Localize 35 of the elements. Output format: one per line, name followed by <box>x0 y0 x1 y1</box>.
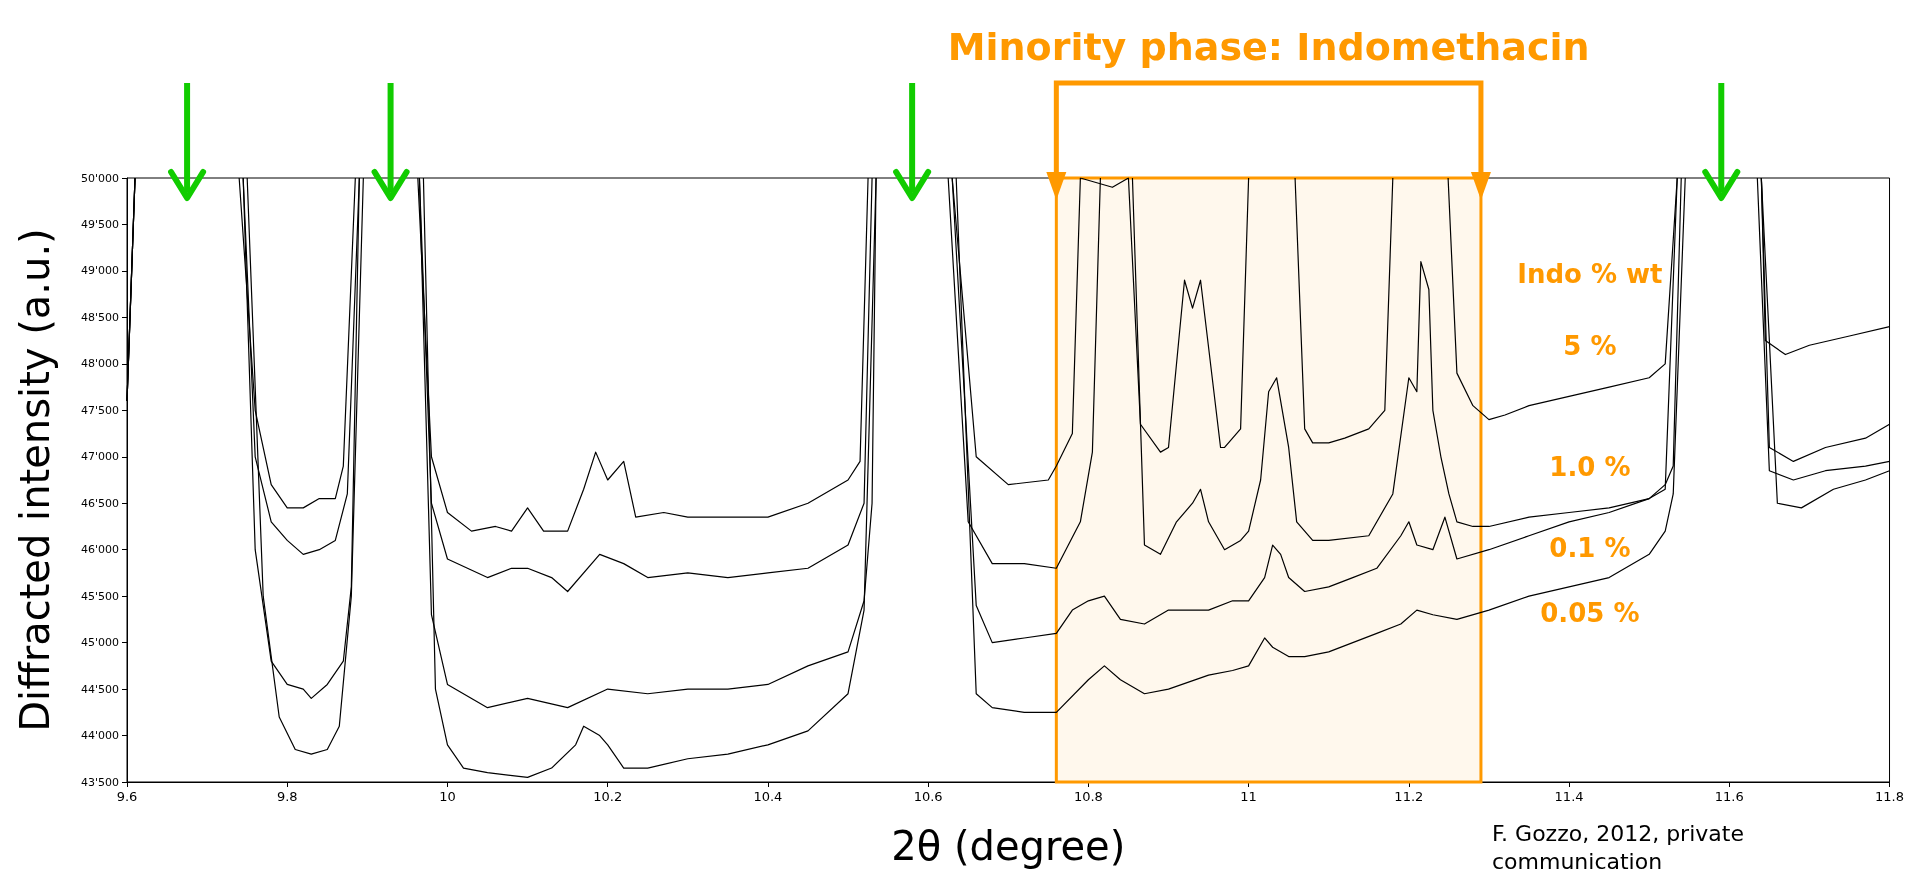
x-tick-label: 10.6 <box>913 789 943 804</box>
y-tick-label: 49'000 <box>80 264 119 278</box>
y-tick-label: 48'500 <box>80 310 119 324</box>
y-tick-label: 49'500 <box>80 217 119 231</box>
x-tick-label: 10 <box>439 789 456 804</box>
y-tick-label: 46'500 <box>80 496 119 510</box>
x-tick-label: 9.8 <box>276 789 298 804</box>
y-tick-label: 45'000 <box>80 636 119 650</box>
x-tick-label: 10.4 <box>753 789 783 804</box>
legend-title: Indo % wt <box>1517 259 1663 290</box>
series-label: 0.1 % <box>1549 532 1631 563</box>
series-label: 5 % <box>1563 331 1617 362</box>
text: F. Gozzo, 2012, private communication <box>1492 820 1745 876</box>
y-tick-label: 44'000 <box>80 729 119 743</box>
y-tick-label: 47'500 <box>80 403 119 417</box>
y-tick-label: 44'500 <box>80 682 119 696</box>
x-tick-label: 10.2 <box>593 789 623 804</box>
series-label: 0.05 % <box>1540 597 1640 628</box>
y-axis-title: Diffracted intensity (a.u.) <box>12 228 58 732</box>
x-axis-title: 2θ (degree) <box>891 823 1126 869</box>
x-tick-label: 11.2 <box>1394 789 1424 804</box>
x-tick-label: 11.6 <box>1714 789 1744 804</box>
y-tick-label: 43'500 <box>80 775 119 789</box>
y-tick-label: 45'500 <box>80 589 119 603</box>
x-tick-label: 10.8 <box>1073 789 1103 804</box>
x-tick-label: 11 <box>1240 789 1257 804</box>
band-label: Minority phase: Indomethacin <box>947 25 1590 69</box>
x-tick-label: 9.6 <box>116 789 138 804</box>
series-label: 1.0 % <box>1549 451 1631 482</box>
y-tick-label: 46'000 <box>80 543 119 557</box>
y-tick-label: 47'000 <box>80 450 119 464</box>
y-tick-label: 48'000 <box>80 357 119 371</box>
x-tick-label: 11.8 <box>1875 789 1904 804</box>
y-tick-label: 50'000 <box>80 171 119 185</box>
x-tick-label: 11.4 <box>1554 789 1584 804</box>
